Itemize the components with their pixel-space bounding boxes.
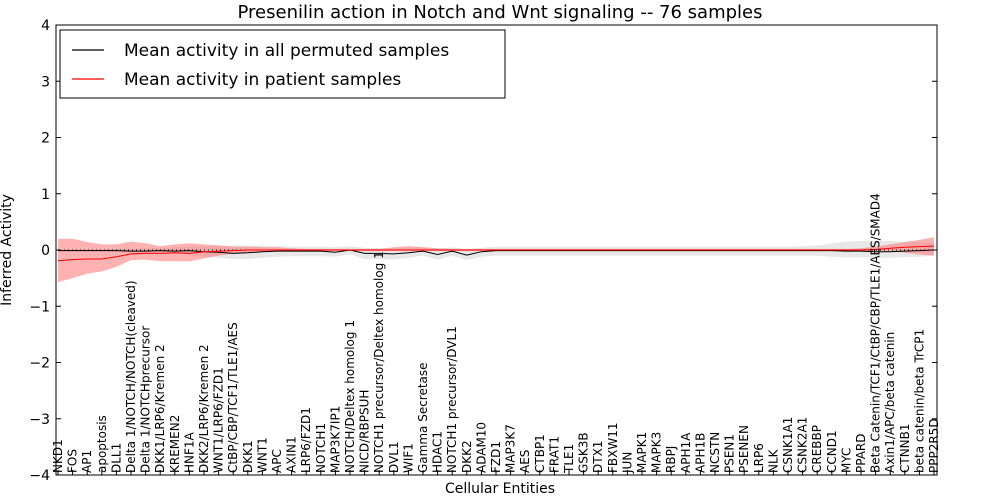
x-tick-label: APH1A (679, 432, 693, 473)
x-tick-label: DKK2/LRP6/Kremen 2 (197, 344, 211, 473)
x-tick-label: CtBP/CBP/TCF1/TLE1/AES (226, 322, 240, 473)
x-tick-label: NOTCH1 precursor/Deltex homolog 1 (372, 251, 386, 473)
x-tick-label: apoptosis (95, 415, 109, 473)
x-tick-label: RBPJ (664, 446, 678, 473)
x-tick-label: NCSTN (708, 432, 722, 473)
x-tick-label: NLK (766, 448, 780, 473)
chart-title: Presenilin action in Notch and Wnt signa… (238, 2, 763, 23)
x-tick-label: KREMEN2 (168, 415, 182, 473)
x-tick-label: FRAT1 (547, 436, 561, 473)
x-tick-label: AES (518, 450, 532, 473)
y-axis-label: Inferred Activity (0, 194, 15, 306)
y-tick-label: 2 (41, 131, 50, 147)
x-tick-label: APC (270, 449, 284, 473)
x-tick-label: CSNK1A1 (781, 417, 795, 473)
x-axis-label: Cellular Entities (445, 481, 555, 497)
x-tick-label: APH1B (693, 433, 707, 473)
x-tick-label: DVL1 (387, 441, 401, 473)
x-tick-label: HNF1A (182, 431, 196, 473)
x-tick-label: HDAC1 (431, 431, 445, 473)
x-tick-label: DTX1 (591, 441, 605, 473)
x-tick-label: MAP3K7 (504, 424, 518, 473)
x-tick-label: MYC (839, 448, 853, 473)
y-tick-label: −2 (29, 356, 50, 372)
x-tick-label: JUN (620, 452, 634, 474)
x-tick-label: ADAM10 (474, 422, 488, 473)
x-tick-label: MAPK3 (650, 432, 664, 473)
y-tick-label: 3 (41, 74, 50, 90)
x-tick-label: PSEN1 (723, 434, 737, 473)
series-line-1 (57, 245, 935, 262)
y-tick-label: −1 (29, 299, 50, 315)
x-tick-label: DKK1/LRP6/Kremen 2 (153, 344, 167, 473)
x-tick-label: WNT1/LRP6/FZD1 (212, 367, 226, 473)
x-tick-label: Gamma Secretase (416, 362, 430, 473)
x-tick-label: NOTCH/Deltex homolog 1 (343, 320, 357, 473)
x-tick-label: PSENEN (737, 425, 751, 473)
x-tick-label: AP1 (80, 450, 94, 473)
x-tick-label: WIF1 (401, 443, 415, 473)
x-tick-label: CREBBP (810, 425, 824, 473)
x-tick-label: PPP2R5D (927, 418, 941, 473)
x-tick-label: beta catenin/beta TrCP1 (912, 329, 926, 473)
x-tick-label: WNT1 (255, 437, 269, 473)
x-tick-label: GSK3B (577, 432, 591, 473)
x-tick-label: Beta Catenin/TCF1/CtBP/CBP/TLE1/AES/SMAD… (869, 193, 883, 473)
x-tick-label: CSNK2A1 (796, 417, 810, 473)
x-tick-label: FOS (66, 449, 80, 473)
y-tick-label: 0 (41, 243, 50, 259)
x-tick-label: CTNNB1 (898, 423, 912, 473)
x-tick-label: Axin1/APC/beta catenin (883, 332, 897, 473)
x-tick-label: NOTCH1 precursor/DVL1 (445, 326, 459, 473)
y-tick-label: 1 (41, 187, 50, 203)
x-tick-label: FBXW11 (606, 423, 620, 474)
x-tick-label: LRP6 (752, 443, 766, 473)
y-tick-label: −3 (29, 412, 50, 428)
x-tick-label: TLE1 (562, 444, 576, 474)
x-tick-label: MAPK1 (635, 432, 649, 473)
y-tick-label: −4 (29, 468, 50, 484)
x-tick-label: FZD1 (489, 441, 503, 473)
x-tick-label: AXIN1 (285, 436, 299, 473)
legend-box (59, 29, 506, 99)
x-tick-label: DKK2 (460, 440, 474, 473)
legend-label-0: Mean activity in all permuted samples (124, 41, 449, 61)
x-tick-label: Delta 1/NOTCHprecursor (139, 326, 153, 473)
x-tick-label: NOTCH1 (314, 423, 328, 473)
x-tick-label: CTBP1 (533, 434, 547, 473)
legend-label-1: Mean activity in patient samples (124, 70, 401, 90)
x-tick-label: LRP6/FZD1 (299, 407, 313, 473)
x-tick-label: DLL1 (109, 443, 123, 473)
series-band-1 (58, 237, 934, 283)
x-tick-label: NKD1 (51, 439, 65, 473)
x-tick-label: MAP3K7IP1 (328, 406, 342, 473)
x-tick-label: CCND1 (825, 430, 839, 473)
x-tick-label: NICD/RBPSUH (358, 390, 372, 473)
y-tick-label: 4 (41, 18, 50, 34)
x-tick-label: PPARD (854, 434, 868, 474)
x-tick-label: DKK1 (241, 440, 255, 473)
x-tick-label: Delta 1/NOTCH/NOTCH(cleaved) (124, 280, 138, 473)
